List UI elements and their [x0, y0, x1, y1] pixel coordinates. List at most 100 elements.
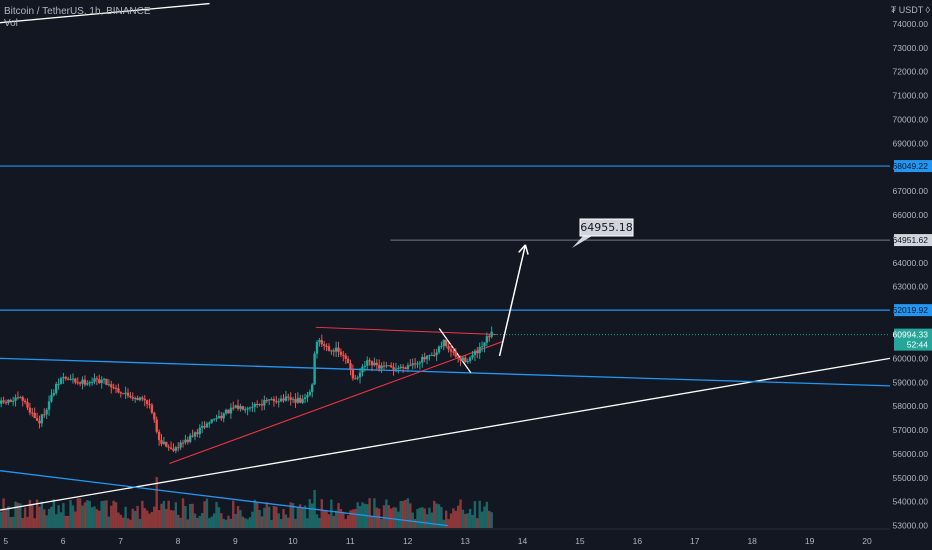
- candle-body: [119, 392, 123, 394]
- candle-body: [157, 431, 161, 441]
- trendline-white[interactable]: [0, 357, 891, 511]
- time-axis[interactable]: 5 6 7 8 9 10 11 12 13 14 15 16 17 18 19 20: [0, 528, 890, 546]
- volume-bar: [43, 509, 46, 528]
- candle-body: [129, 395, 132, 398]
- time-tick-label: 8: [176, 536, 181, 546]
- volume-bar: [117, 512, 120, 528]
- trendline-blue[interactable]: [0, 470, 448, 527]
- currency-label[interactable]: ₮ USDT ◊: [890, 5, 930, 15]
- symbol-title[interactable]: Bitcoin / TetherUS, 1h, BINANCE: [4, 6, 151, 17]
- volume-bar: [179, 517, 182, 528]
- candle-body: [260, 404, 264, 406]
- volume-bar: [399, 500, 402, 528]
- volume-bar: [296, 506, 300, 528]
- candle-body: [31, 412, 34, 414]
- candle-body: [334, 347, 338, 352]
- volume-bar: [322, 510, 326, 528]
- volume-bar: [354, 508, 357, 528]
- volume-bar: [208, 518, 211, 528]
- volume-bar: [318, 517, 321, 528]
- time-tick-label: 16: [633, 536, 643, 546]
- candle-body: [246, 408, 249, 410]
- candle-body: [325, 345, 328, 347]
- candle-body: [114, 387, 118, 389]
- price-tick-label: 58000.00: [893, 401, 929, 411]
- volume-bar: [186, 519, 190, 528]
- trendlines[interactable]: [0, 2, 891, 527]
- volume-bar: [289, 502, 292, 528]
- candle-body: [191, 435, 194, 437]
- volume-bar: [169, 510, 173, 528]
- volume-bar: [251, 511, 254, 528]
- volume-bar: [342, 511, 345, 528]
- price-tick-label: 56000.00: [893, 449, 929, 459]
- volume-bar: [421, 507, 424, 528]
- trendline-white[interactable]: [0, 2, 210, 24]
- volume-bar: [303, 505, 307, 528]
- candle-body: [327, 346, 331, 351]
- candle-body: [399, 366, 402, 369]
- volume-bar: [69, 500, 72, 528]
- candle-body: [351, 369, 355, 379]
- candle-body: [229, 407, 233, 414]
- candle-body: [153, 412, 156, 420]
- candle-body: [291, 399, 295, 401]
- volume-bar: [423, 508, 426, 528]
- candle-body: [368, 360, 371, 362]
- volume-bar: [174, 502, 178, 528]
- candle-body: [349, 363, 352, 370]
- candle-body: [174, 447, 178, 451]
- candle-body: [217, 416, 221, 419]
- volume-bar: [351, 509, 355, 528]
- volume-bar: [330, 499, 333, 528]
- candle-body: [212, 418, 216, 420]
- volume-bar: [16, 502, 20, 528]
- price-callout-box: [579, 218, 634, 237]
- volume-bar: [456, 505, 460, 528]
- volume-bar: [64, 515, 67, 528]
- forecast-arrow[interactable]: [498, 244, 529, 357]
- price-callout[interactable]: 64955.18: [572, 218, 634, 248]
- price-axis[interactable]: 53000.00 54000.00 55000.00 56000.00 57000.00…: [890, 0, 932, 550]
- candle-body: [100, 379, 103, 383]
- volume-bar: [148, 513, 151, 528]
- candle-body: [95, 378, 99, 380]
- candle-body: [387, 365, 390, 367]
- price-axis-background: [890, 0, 932, 550]
- volume-bar: [143, 508, 146, 528]
- trendline-red[interactable]: [169, 341, 503, 464]
- candle-body: [9, 399, 12, 402]
- price-tick-label: 67000.00: [893, 186, 929, 196]
- candle-body: [169, 447, 173, 449]
- candle-body: [265, 400, 268, 402]
- volume-indicator-label[interactable]: Vol: [4, 18, 18, 29]
- candle-body: [356, 377, 359, 379]
- volume-bar: [382, 505, 386, 528]
- horizontal-levels[interactable]: [0, 165, 890, 336]
- trendline-white[interactable]: [438, 328, 472, 374]
- candle-body: [220, 416, 223, 419]
- time-tick-label: 20: [862, 536, 872, 546]
- volume-bar: [210, 516, 213, 528]
- candle-body: [435, 352, 438, 356]
- volume-bar: [196, 517, 199, 528]
- volume-bar: [102, 500, 106, 528]
- countdown-label: 52:44: [907, 340, 929, 350]
- candle-body: [442, 339, 446, 347]
- trendline-blue[interactable]: [0, 357, 891, 387]
- candle-body: [320, 340, 323, 345]
- volume-bars: [0, 477, 493, 528]
- candle-body: [476, 351, 479, 354]
- candle-body: [456, 356, 460, 358]
- volume-bar: [126, 518, 130, 528]
- candle-body: [303, 397, 307, 400]
- candle-body: [337, 347, 340, 352]
- time-tick-label: 12: [403, 536, 413, 546]
- volume-bar: [468, 508, 472, 528]
- volume-bar: [411, 512, 414, 528]
- trendline-red[interactable]: [315, 326, 497, 335]
- volume-bar: [387, 505, 390, 528]
- volume-bar: [272, 505, 276, 528]
- price-tick-label: 55000.00: [893, 473, 929, 483]
